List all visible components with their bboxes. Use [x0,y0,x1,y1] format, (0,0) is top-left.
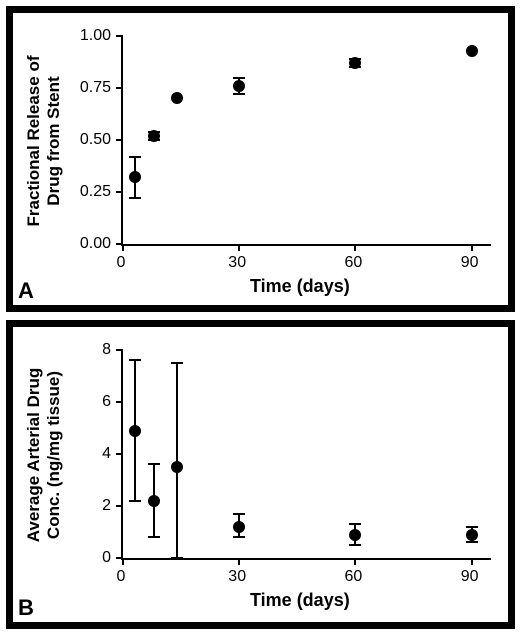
x-tick-label: 30 [228,568,246,586]
y-tick-label: 6 [102,393,111,411]
x-tick-label: 90 [461,568,479,586]
figure: 0.000.250.500.751.000306090Time (days)Fr… [0,0,521,635]
error-cap [148,463,160,465]
error-cap [129,197,141,199]
plot-area [121,36,491,246]
x-tick-label: 60 [345,254,363,272]
panel-a: 0.00 0.25 0.50 0.75 1.00 0 30 60 90 Time (days) Fr… [6,6,515,312]
error-cap [171,362,183,364]
error-cap [233,536,245,538]
data-point [349,529,361,541]
y-tick-label: 0 [102,549,111,567]
error-cap [349,544,361,546]
panel-letter: A [18,278,34,304]
data-point [148,495,160,507]
data-point [349,57,361,69]
error-cap [148,536,160,538]
y-tick-label: 0.00 [80,235,111,253]
x-axis-label: Time (days) [250,590,350,611]
data-point [129,171,141,183]
data-point [171,92,183,104]
error-cap [171,557,183,559]
y-tick-label: 4 [102,445,111,463]
data-point [171,461,183,473]
x-tick-label: 30 [228,254,246,272]
x-tick-label: 90 [461,254,479,272]
x-tick-label: 0 [117,568,126,586]
y-tick-label: 8 [102,341,111,359]
y-axis-label: Average Arterial Drug Conc. (ng/mg tissu… [24,350,63,560]
panel-b: 0 2 4 6 8 0 30 60 90 Time (days) Average Arterial … [6,320,515,629]
y-tick-label: 1.00 [80,27,111,45]
data-point [148,130,160,142]
y-tick-label: 2 [102,497,111,515]
data-point [466,529,478,541]
error-cap [466,541,478,543]
error-cap [349,523,361,525]
error-cap [129,156,141,158]
x-tick-label: 60 [345,568,363,586]
error-cap [233,77,245,79]
plot-area [121,350,491,560]
error-cap [233,513,245,515]
y-axis-label: Fractional Release of Drug from Stent [24,36,63,246]
panel-letter: B [18,595,34,621]
error-cap [129,500,141,502]
error-cap [233,93,245,95]
data-point [129,425,141,437]
y-tick-label: 0.75 [80,79,111,97]
error-cap [466,526,478,528]
y-tick-label: 0.25 [80,183,111,201]
data-point [466,45,478,57]
error-cap [129,359,141,361]
data-point [233,80,245,92]
y-tick-label: 0.50 [80,131,111,149]
x-axis-label: Time (days) [250,276,350,297]
x-tick-label: 0 [117,254,126,272]
data-point [233,521,245,533]
